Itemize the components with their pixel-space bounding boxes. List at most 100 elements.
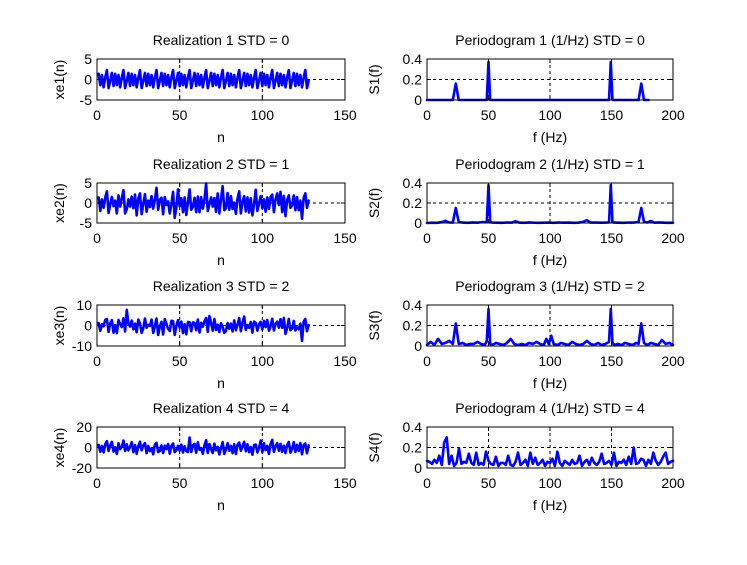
x-tick-label: 0	[423, 107, 431, 123]
series-line	[97, 68, 310, 90]
y-axis-label: xe4(n)	[51, 428, 67, 468]
series-line	[425, 307, 675, 347]
y-tick-label: 0.2	[403, 318, 423, 334]
x-tick-label: 150	[333, 353, 357, 369]
y-axis-label: S3(f)	[366, 310, 382, 340]
x-axis-label: n	[217, 129, 225, 145]
x-tick-label: 150	[333, 107, 357, 123]
x-tick-label: 0	[93, 353, 101, 369]
x-tick-label: 100	[538, 475, 562, 491]
y-axis-label: xe3(n)	[51, 306, 67, 346]
y-tick-label: -5	[80, 92, 93, 108]
x-tick-label: 0	[93, 475, 101, 491]
y-tick-label: 0.4	[403, 175, 423, 191]
subplot-8: 0 50 100 150 200 0 0.2 0.4 Periodogram 4 (1/Hz) …	[366, 400, 685, 513]
y-tick-label: 0	[84, 72, 92, 88]
x-axis-label: n	[217, 497, 225, 513]
x-tick-label: 100	[538, 230, 562, 246]
x-tick-label: 150	[600, 230, 624, 246]
x-tick-label: 150	[600, 475, 624, 491]
x-tick-label: 0	[423, 230, 431, 246]
x-tick-label: 50	[172, 230, 188, 246]
y-tick-label: 0	[414, 92, 422, 108]
chart-title: Realization 2 STD = 1	[153, 156, 290, 172]
subplot-2: 0 50 100 150 200 0 0.2 0.4 Periodogram 1 (1/Hz) …	[366, 32, 685, 145]
y-tick-label: 0	[84, 318, 92, 334]
y-axis-label: S2(f)	[366, 188, 382, 218]
y-tick-label: 0.2	[403, 440, 423, 456]
x-axis-label: f (Hz)	[533, 497, 567, 513]
y-tick-label: 0.4	[403, 297, 423, 313]
y-tick-label: 0.2	[403, 72, 423, 88]
x-tick-label: 100	[251, 475, 275, 491]
x-tick-label: 50	[172, 475, 188, 491]
x-tick-label: 200	[661, 230, 685, 246]
x-tick-label: 50	[481, 230, 497, 246]
x-tick-label: 100	[251, 107, 275, 123]
series-line	[425, 60, 650, 102]
x-tick-label: 200	[661, 107, 685, 123]
series-line	[425, 435, 675, 468]
x-tick-label: 100	[538, 107, 562, 123]
y-tick-label: 5	[84, 51, 92, 67]
x-tick-label: 0	[423, 353, 431, 369]
x-tick-label: 150	[333, 230, 357, 246]
x-axis-label: n	[217, 375, 225, 391]
x-tick-label: 150	[333, 475, 357, 491]
y-tick-label: 0.4	[403, 419, 423, 435]
x-tick-label: 200	[661, 353, 685, 369]
series-line	[97, 182, 310, 220]
x-tick-label: 100	[251, 230, 275, 246]
x-axis-label: f (Hz)	[533, 375, 567, 391]
y-tick-label: 0.2	[403, 195, 423, 211]
x-tick-label: 50	[172, 353, 188, 369]
x-tick-label: 50	[172, 107, 188, 123]
x-axis-label: f (Hz)	[533, 129, 567, 145]
y-tick-label: -5	[80, 215, 93, 231]
x-tick-label: 0	[93, 230, 101, 246]
x-tick-label: 100	[538, 353, 562, 369]
x-tick-label: 100	[251, 353, 275, 369]
y-tick-label: -10	[72, 338, 92, 354]
chart-title: Periodogram 2 (1/Hz) STD = 1	[455, 156, 645, 172]
x-tick-label: 0	[423, 475, 431, 491]
y-tick-label: 0	[414, 460, 422, 476]
chart-title: Realization 4 STD = 4	[153, 400, 290, 416]
chart-title: Periodogram 4 (1/Hz) STD = 4	[455, 400, 645, 416]
series-line	[97, 308, 310, 343]
y-tick-label: 10	[76, 297, 92, 313]
y-tick-label: 0.4	[403, 51, 423, 67]
x-axis-label: n	[217, 252, 225, 268]
chart-title: Realization 3 STD = 2	[153, 278, 290, 294]
series-line	[97, 436, 310, 457]
chart-title: Periodogram 3 (1/Hz) STD = 2	[455, 278, 645, 294]
x-tick-label: 150	[600, 353, 624, 369]
x-tick-label: 200	[661, 475, 685, 491]
subplot-6: 0 50 100 150 200 0 0.2 0.4 Periodogram 3 (1/Hz) …	[366, 278, 685, 391]
subplot-4: 0 50 100 150 200 0 0.2 0.4 Periodogram 2 (1/Hz) …	[366, 156, 685, 268]
y-axis-label: S4(f)	[366, 432, 382, 462]
y-axis-label: xe2(n)	[51, 183, 67, 223]
y-tick-label: 0	[414, 215, 422, 231]
x-tick-label: 50	[481, 353, 497, 369]
x-tick-label: 150	[600, 107, 624, 123]
y-axis-label: xe1(n)	[51, 60, 67, 100]
x-axis-label: f (Hz)	[533, 252, 567, 268]
y-tick-label: -20	[72, 460, 92, 476]
x-tick-label: 50	[481, 475, 497, 491]
y-tick-label: 0	[84, 195, 92, 211]
y-tick-label: 20	[76, 419, 92, 435]
y-axis-label: S1(f)	[366, 64, 382, 94]
x-tick-label: 0	[93, 107, 101, 123]
chart-title: Realization 1 STD = 0	[153, 32, 290, 48]
y-tick-label: 5	[84, 175, 92, 191]
y-tick-label: 0	[414, 338, 422, 354]
x-tick-label: 50	[481, 107, 497, 123]
y-tick-label: 0	[84, 440, 92, 456]
